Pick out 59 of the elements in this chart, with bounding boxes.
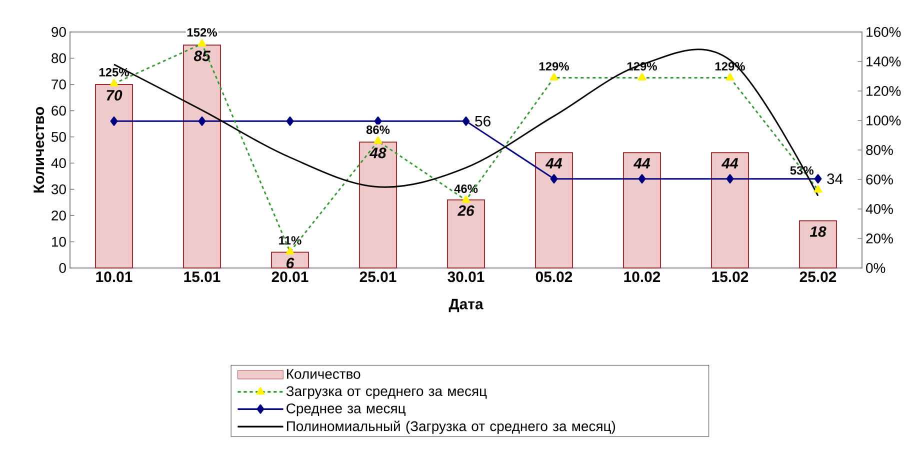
x-tick-label: 30.01 [448,272,484,282]
data-label: 11% [279,236,302,245]
legend-label: Среднее за месяц [286,403,406,416]
x-axis-title: Дата [448,298,484,312]
x-tick-label: 05.02 [536,272,572,282]
legend-label: Количество [287,369,360,379]
y-axis-title: Количество [34,107,44,193]
y-tick-label: 30 [52,184,66,194]
data-label: 44 [633,158,650,168]
data-label: 26 [457,205,474,216]
x-tick-label: 15.02 [712,272,748,282]
y-tick-label: 50 [52,132,66,142]
y-tick-label: 40 [51,158,66,168]
data-label: 34 [827,174,843,184]
bar [183,44,221,268]
x-tick-label: 15.01 [184,272,220,282]
y2-tick-label: 160% [866,27,901,37]
x-tick-label: 20.01 [272,272,308,282]
y-tick-label: 20 [52,210,66,220]
x-tick-label: 10.02 [624,272,660,282]
y-tick-label: 90 [52,27,66,37]
data-label: 44 [545,158,562,168]
bar [95,84,133,268]
y2-tick-label: 140% [866,56,901,66]
bar [535,152,573,268]
bar [359,142,397,268]
y2-tick-label: 80% [866,145,893,155]
data-label: 48 [369,148,386,158]
data-label: 46% [454,184,478,193]
data-label: 44 [721,158,738,168]
y-tick-label: 0 [59,263,66,273]
data-label: 70 [106,90,122,101]
data-label: 152% [187,28,217,37]
y-tick-label: 60 [52,106,66,116]
data-label: 85 [194,50,210,62]
x-tick-label: 10.01 [96,272,132,282]
data-label: 86% [366,126,390,134]
y-tick-label: 10 [52,236,66,247]
x-tick-label: 25.02 [800,272,836,282]
y2-tick-label: 0% [866,263,886,273]
data-label: 125% [99,68,129,76]
x-tick-label: 25.01 [360,272,396,282]
bar [799,220,837,268]
y-tick-label: 80 [52,53,66,64]
data-label: 6 [286,258,294,268]
y2-tick-label: 60% [866,174,893,184]
bar [623,152,661,268]
bar [447,199,485,268]
data-label: 56 [475,116,490,126]
legend-label: Загрузка от среднего за месяц [286,386,487,399]
data-label: 129% [539,62,569,71]
bar [711,152,749,268]
y2-tick-label: 20% [866,234,893,244]
data-label: 18 [810,226,826,237]
y-tick-label: 70 [52,79,66,90]
y2-tick-label: 100% [866,116,901,126]
y2-tick-label: 120% [866,86,901,96]
legend-label: Полиномиальный (Загрузка от среднего за месяц) [287,420,616,434]
y2-tick-label: 40% [866,204,893,214]
